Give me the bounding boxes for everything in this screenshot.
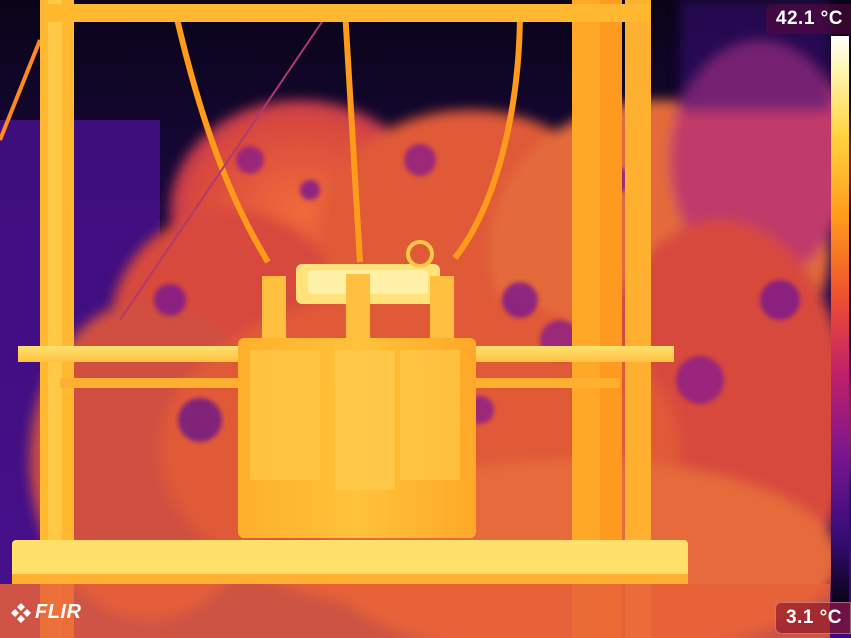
ground <box>0 584 830 638</box>
min-temperature-label: 3.1 °C <box>774 602 851 634</box>
utility-poles <box>40 0 651 638</box>
bottom-platform <box>12 540 688 578</box>
transformer <box>238 240 476 538</box>
flir-logo-icon <box>11 602 31 623</box>
top-crossbar <box>40 4 650 22</box>
max-temperature-label: 42.1 °C <box>765 4 851 34</box>
temperature-scale-bar <box>831 36 849 602</box>
flir-logo-text: FLIR <box>35 601 82 623</box>
power-lines <box>0 9 523 321</box>
flir-logo: FLIR <box>10 601 81 624</box>
bottom-platform-shadow <box>12 574 688 584</box>
